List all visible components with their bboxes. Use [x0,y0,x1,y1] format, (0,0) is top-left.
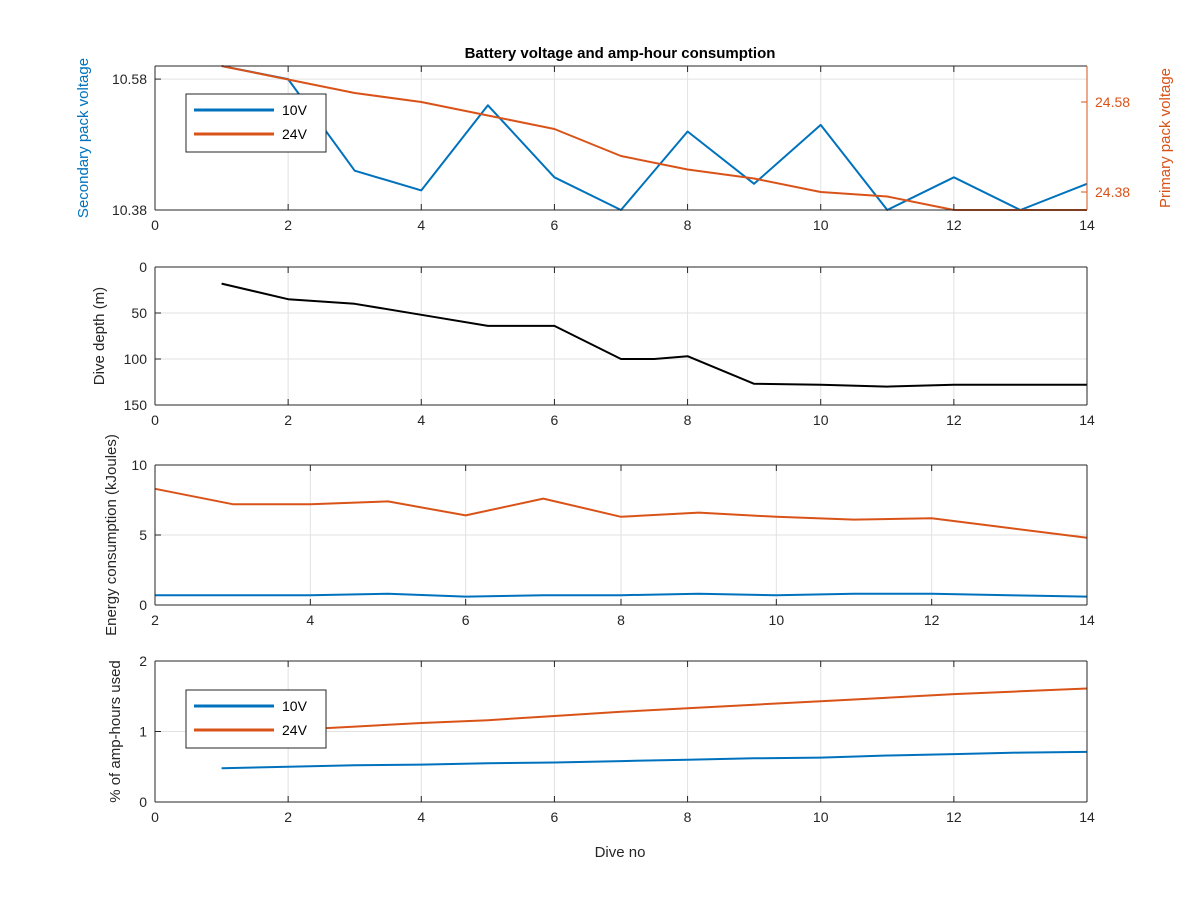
y-tick-label: 0 [139,597,147,613]
y-right-tick-label: 24.38 [1095,184,1130,200]
series-10v-line [221,65,1088,211]
x-tick-label: 2 [284,412,292,428]
x-tick-label: 4 [417,412,425,428]
y-tick-label: 10.58 [112,71,147,87]
x-tick-label: 10 [813,809,829,825]
x-tick-label: 14 [1079,809,1095,825]
y-tick-label: 50 [131,305,147,321]
legend-layer: 10V 24V 10V 24V [185,93,327,749]
x-tick-label: 4 [417,809,425,825]
x-tick-label: 8 [617,612,625,628]
x-tick-label: 12 [946,412,962,428]
y-tick-label: 10 [131,457,147,473]
x-tick-label: 4 [306,612,314,628]
y-axis-label: Dive depth (m) [91,287,108,385]
y-tick-label: 2 [139,653,147,669]
x-tick-label: 0 [151,809,159,825]
figure-title: Battery voltage and amp-hour consumption [465,45,776,62]
x-tick-label: 12 [924,612,940,628]
x-tick-label: 2 [151,612,159,628]
legend-box [185,689,327,749]
x-tick-label: 4 [417,217,425,233]
y-axis-label: Secondary pack voltage [75,58,92,218]
legend-label-24v: 24V [282,722,308,738]
x-tick-label: 10 [813,217,829,233]
x-tick-label: 2 [284,217,292,233]
x-tick-label: 8 [684,809,692,825]
x-tick-label: 10 [769,612,785,628]
x-tick-label: 6 [462,612,470,628]
x-tick-label: 8 [684,217,692,233]
x-tick-label: 12 [946,217,962,233]
x-axis-label: Dive no [595,844,646,861]
y-tick-label: 5 [139,527,147,543]
legend-box [185,93,327,153]
legend-label-24v: 24V [282,126,308,142]
series-layer [154,65,1088,770]
y-axis-label: % of amp-hours used [107,660,124,803]
y-right-axis-label: Primary pack voltage [1157,68,1174,208]
x-tick-label: 10 [813,412,829,428]
x-tick-label: 14 [1079,217,1095,233]
legend-label-10v: 10V [282,698,308,714]
y-tick-label: 1 [139,724,147,740]
x-tick-label: 8 [684,412,692,428]
x-tick-label: 14 [1079,612,1095,628]
x-tick-label: 6 [551,217,559,233]
y-tick-label: 150 [124,397,148,413]
x-tick-label: 0 [151,217,159,233]
y-tick-label: 10.38 [112,202,147,218]
x-tick-label: 6 [551,809,559,825]
legend-label-10v: 10V [282,102,308,118]
y-tick-label: 0 [139,794,147,810]
x-tick-label: 2 [284,809,292,825]
text-layer: Battery voltage and amp-hour consumption… [75,45,1174,861]
x-tick-label: 6 [551,412,559,428]
axes-layer [154,65,1088,803]
y-tick-label: 100 [124,351,148,367]
x-tick-label: 14 [1079,412,1095,428]
y-axis-label: Energy consumption (kJoules) [103,434,120,636]
x-tick-label: 12 [946,809,962,825]
series-depth-line [221,282,1087,388]
y-right-tick-label: 24.58 [1095,94,1130,110]
series-10v-line [155,592,1088,598]
series-24v-line [221,65,1087,211]
y-tick-label: 0 [139,259,147,275]
series-24v-line [221,687,1088,734]
x-tick-label: 0 [151,412,159,428]
series-24v-line [154,487,1088,539]
series-10v-line [221,750,1088,770]
